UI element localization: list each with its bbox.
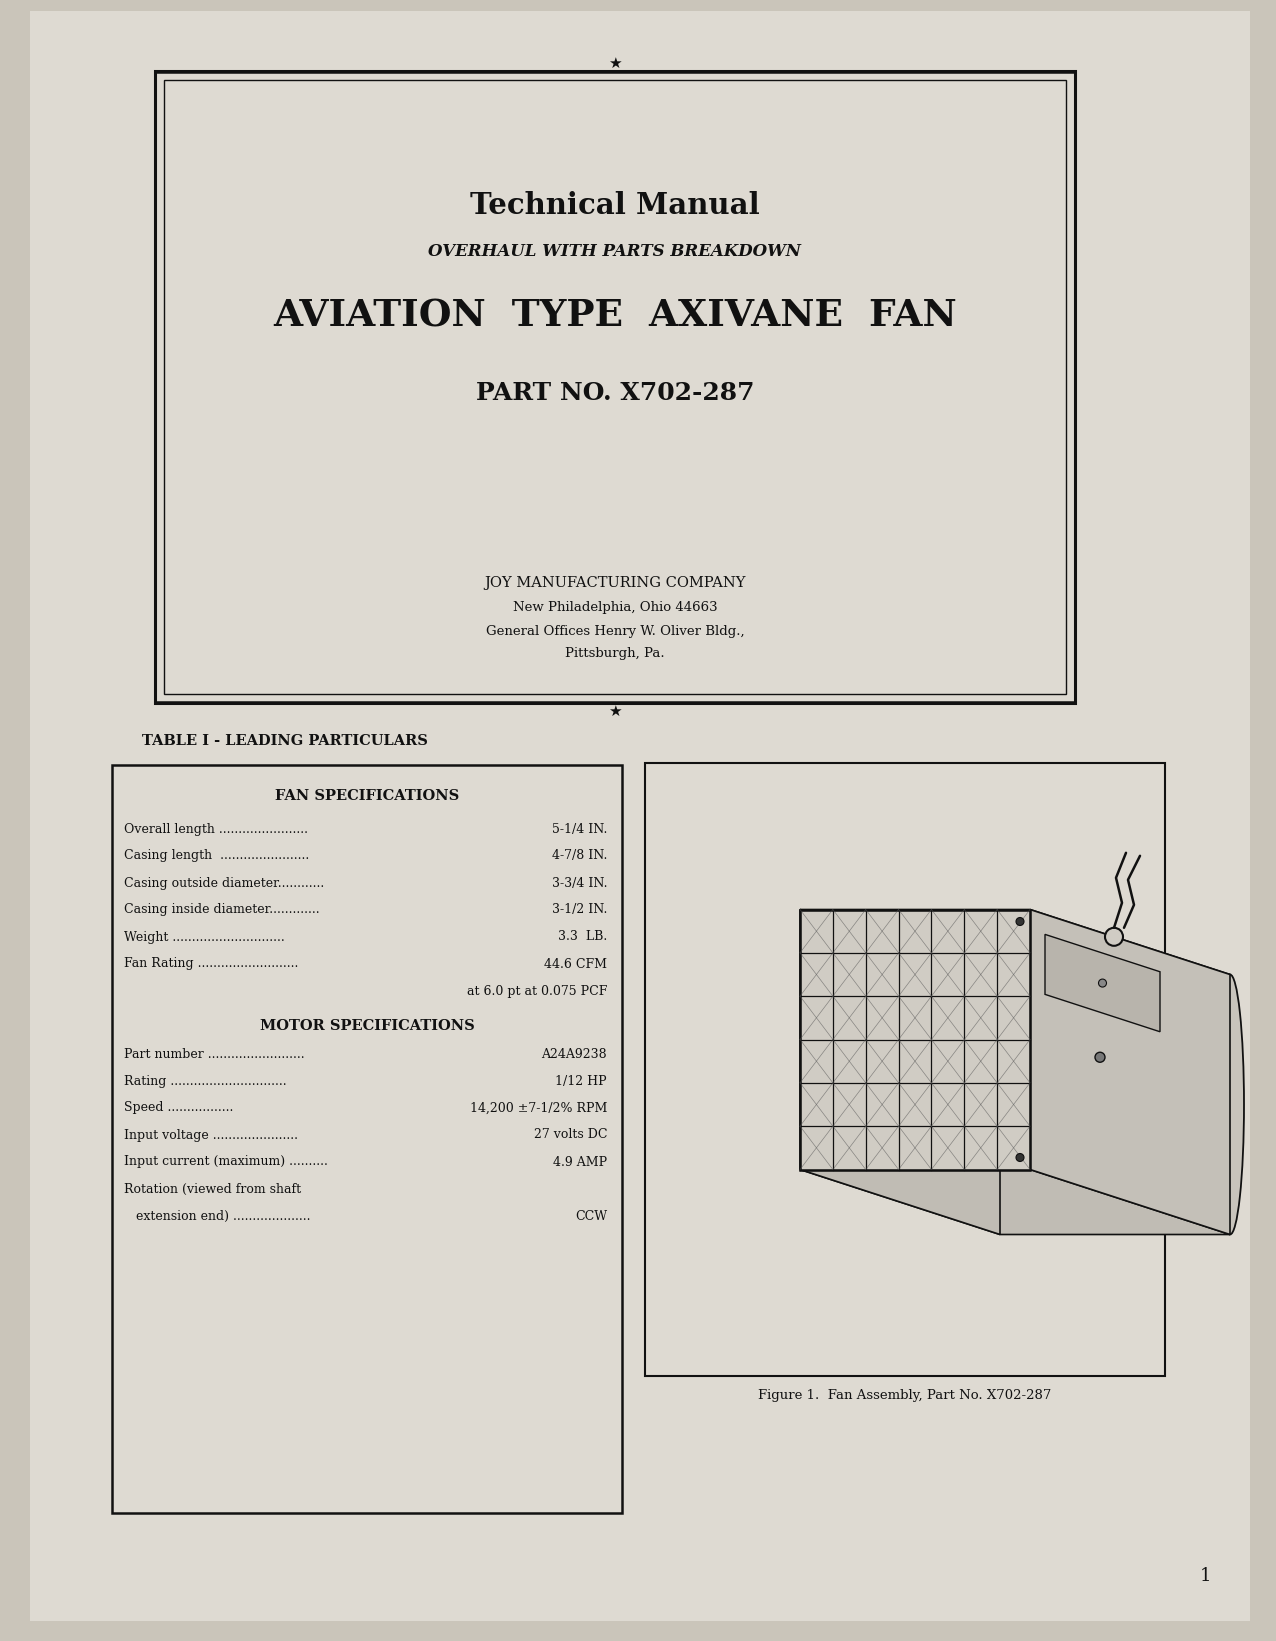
Text: 14,200 ±7-1/2% RPM: 14,200 ±7-1/2% RPM — [470, 1101, 607, 1114]
Circle shape — [1016, 917, 1025, 926]
Polygon shape — [800, 1170, 1230, 1234]
Polygon shape — [800, 909, 1000, 1234]
Text: 44.6 CFM: 44.6 CFM — [544, 957, 607, 970]
Text: Overall length .......................: Overall length ....................... — [124, 822, 308, 835]
Text: ★: ★ — [609, 56, 621, 71]
Text: New Philadelphia, Ohio 44663: New Philadelphia, Ohio 44663 — [513, 602, 717, 614]
Bar — [112, 765, 621, 1513]
Polygon shape — [1030, 909, 1230, 1234]
Bar — [165, 80, 1065, 694]
Ellipse shape — [1216, 975, 1244, 1234]
Text: General Offices Henry W. Oliver Bldg.,: General Offices Henry W. Oliver Bldg., — [486, 625, 744, 637]
Text: Rotation (viewed from shaft: Rotation (viewed from shaft — [124, 1183, 301, 1196]
Text: Part number .........................: Part number ......................... — [124, 1047, 305, 1060]
Text: OVERHAUL WITH PARTS BREAKDOWN: OVERHAUL WITH PARTS BREAKDOWN — [429, 243, 801, 259]
Text: extension end) ....................: extension end) .................... — [124, 1209, 310, 1223]
Circle shape — [1095, 1052, 1105, 1062]
Text: A24A9238: A24A9238 — [541, 1047, 607, 1060]
Text: 1: 1 — [1199, 1567, 1211, 1585]
Text: PART NO. X702-287: PART NO. X702-287 — [476, 381, 754, 405]
Text: FAN SPECIFICATIONS: FAN SPECIFICATIONS — [274, 789, 459, 802]
Text: Rating ..............................: Rating .............................. — [124, 1075, 287, 1088]
Text: 4-7/8 IN.: 4-7/8 IN. — [551, 850, 607, 863]
Polygon shape — [1045, 934, 1160, 1032]
Text: Pittsburgh, Pa.: Pittsburgh, Pa. — [565, 648, 665, 660]
Text: 3-1/2 IN.: 3-1/2 IN. — [551, 904, 607, 917]
Text: 4.9 AMP: 4.9 AMP — [553, 1155, 607, 1168]
Text: Input current (maximum) ..........: Input current (maximum) .......... — [124, 1155, 328, 1168]
Text: AVIATION  TYPE  AXIVANE  FAN: AVIATION TYPE AXIVANE FAN — [273, 297, 957, 335]
Text: CCW: CCW — [575, 1209, 607, 1223]
Text: at 6.0 pt at 0.075 PCF: at 6.0 pt at 0.075 PCF — [467, 985, 607, 998]
Text: 1/12 HP: 1/12 HP — [555, 1075, 607, 1088]
Text: TABLE I - LEADING PARTICULARS: TABLE I - LEADING PARTICULARS — [142, 734, 427, 748]
Text: JOY MANUFACTURING COMPANY: JOY MANUFACTURING COMPANY — [485, 576, 745, 591]
Text: ★: ★ — [609, 704, 621, 719]
Circle shape — [1105, 927, 1123, 945]
Text: Casing outside diameter............: Casing outside diameter............ — [124, 876, 324, 889]
Text: Casing length  .......................: Casing length ....................... — [124, 850, 309, 863]
Text: 3.3  LB.: 3.3 LB. — [558, 930, 607, 944]
Text: Technical Manual: Technical Manual — [470, 192, 760, 220]
Text: Casing inside diameter.............: Casing inside diameter............. — [124, 904, 319, 917]
Text: Figure 1.  Fan Assembly, Part No. X702-287: Figure 1. Fan Assembly, Part No. X702-28… — [758, 1390, 1051, 1403]
Bar — [154, 71, 1074, 702]
Text: Speed .................: Speed ................. — [124, 1101, 234, 1114]
Text: 27 volts DC: 27 volts DC — [533, 1129, 607, 1142]
Text: 3-3/4 IN.: 3-3/4 IN. — [551, 876, 607, 889]
Text: MOTOR SPECIFICATIONS: MOTOR SPECIFICATIONS — [259, 1019, 475, 1032]
Circle shape — [1016, 1154, 1025, 1162]
Text: Weight .............................: Weight ............................. — [124, 930, 285, 944]
Text: Input voltage ......................: Input voltage ...................... — [124, 1129, 299, 1142]
Text: Fan Rating ..........................: Fan Rating .......................... — [124, 957, 299, 970]
Bar — [800, 909, 1030, 1170]
Polygon shape — [800, 909, 1230, 975]
Circle shape — [1099, 980, 1106, 988]
Text: 5-1/4 IN.: 5-1/4 IN. — [551, 822, 607, 835]
Bar — [644, 763, 1165, 1377]
